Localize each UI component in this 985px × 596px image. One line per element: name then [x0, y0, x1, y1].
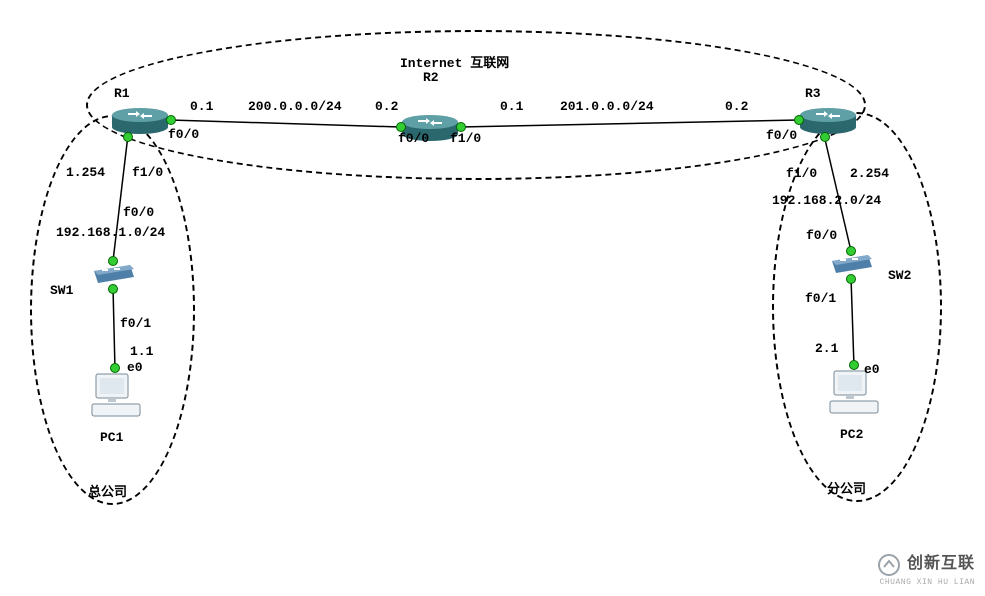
sw2-f01-label: f0/1: [805, 291, 836, 306]
r3-f10-label: f1/0: [786, 166, 817, 181]
r2-01-label: 0.1: [500, 99, 523, 114]
sw2-f00-label: f0/0: [806, 228, 837, 243]
r2-f10-label: f1/0: [450, 131, 481, 146]
port-dot: [849, 360, 859, 370]
net1-label: 200.0.0.0/24: [248, 99, 342, 114]
sw1-f01-label: f0/1: [120, 316, 151, 331]
r3-02-label: 0.2: [725, 99, 748, 114]
port-dot: [794, 115, 804, 125]
pc1-e0-label: e0: [127, 360, 143, 375]
pc2-e0-label: e0: [864, 362, 880, 377]
title-label: Internet 互联网: [400, 52, 509, 71]
topology-links: [0, 0, 985, 596]
net2-label: 201.0.0.0/24: [560, 99, 654, 114]
pc1-11-label: 1.1: [130, 344, 153, 359]
pc2-label: PC2: [840, 427, 863, 442]
r2-f00-label: f0/0: [398, 131, 429, 146]
sw1-label: SW1: [50, 283, 73, 298]
port-dot: [846, 274, 856, 284]
r3-label: R3: [805, 86, 821, 101]
r1-01-label: 0.1: [190, 99, 213, 114]
port-dot: [820, 132, 830, 142]
port-dot: [108, 284, 118, 294]
r1-1254-label: 1.254: [66, 165, 105, 180]
brand-text: 创新互联: [907, 555, 975, 573]
r1-f00-label: f0/0: [168, 127, 199, 142]
sw2-label: SW2: [888, 268, 911, 283]
pc2-21-label: 2.1: [815, 341, 838, 356]
branch-label: 分公司: [827, 478, 866, 497]
pc1-label: PC1: [100, 430, 123, 445]
r1-f10-label: f1/0: [132, 165, 163, 180]
r2-label: R2: [423, 70, 439, 85]
sw1-f00-label: f0/0: [123, 205, 154, 220]
brand-logo: 创新互联 CHUANG XIN HU LIAN: [877, 549, 975, 588]
net-br-label: 192.168.2.0/24: [772, 193, 881, 208]
brand-sub: CHUANG XIN HU LIAN: [880, 578, 975, 587]
net-hq-label: 192.168.1.0/24: [56, 225, 165, 240]
port-dot: [846, 246, 856, 256]
port-dot: [108, 256, 118, 266]
hq-label: 总公司: [88, 481, 127, 500]
r2-02-label: 0.2: [375, 99, 398, 114]
r3-2254-label: 2.254: [850, 166, 889, 181]
port-dot: [166, 115, 176, 125]
router-r3: [798, 105, 858, 135]
r1-label: R1: [114, 86, 130, 101]
pc-pc1: [90, 370, 144, 420]
router-r1: [110, 105, 170, 135]
port-dot: [110, 363, 120, 373]
port-dot: [123, 132, 133, 142]
r3-f00-label: f0/0: [766, 128, 797, 143]
